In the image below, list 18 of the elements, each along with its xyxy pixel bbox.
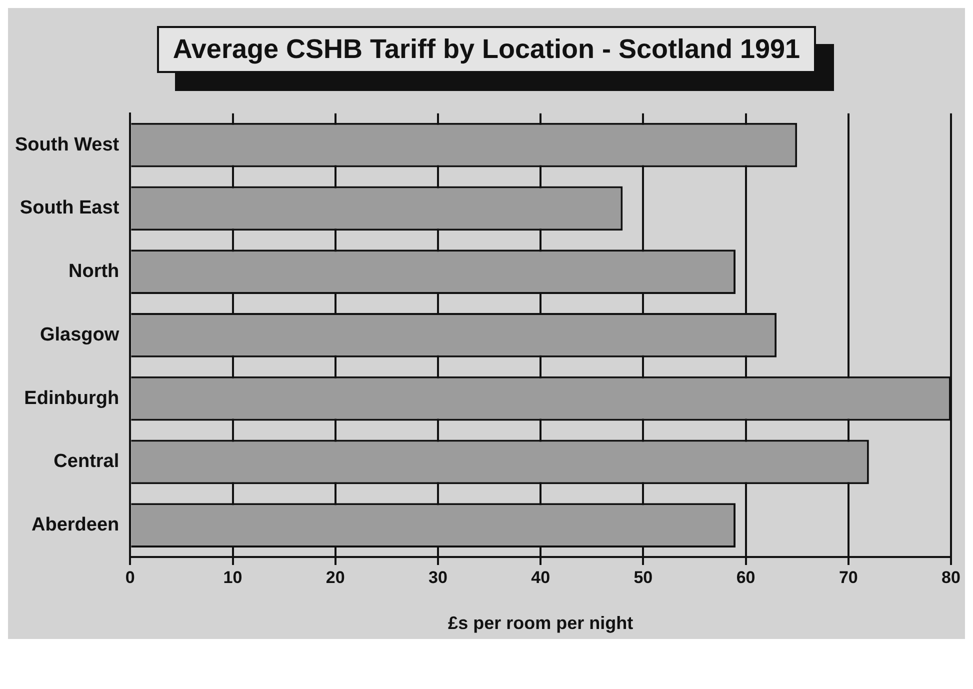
y-tick-label: Edinburgh [24,388,120,409]
x-tick-label: 30 [428,568,448,587]
chart-title: Average CSHB Tariff by Location - Scotland 1991 [156,26,816,73]
y-tick-label: Aberdeen [32,514,120,536]
y-tick-label: Central [54,451,120,472]
y-tick-label: South West [14,134,120,156]
x-axis-title: £s per room per night [448,613,634,634]
x-tick-label: 60 [736,568,756,587]
x-tick-label: 50 [634,568,653,587]
x-tick-label: 0 [125,568,135,587]
x-tick-label: 20 [326,568,345,587]
x-tick-label: 70 [838,568,858,587]
x-tick-label: 40 [531,568,550,587]
x-tick-label: 10 [223,568,242,587]
y-tick-label: North [68,261,120,282]
y-tick-label: South East [20,198,120,219]
x-tick-label: 80 [942,568,960,587]
y-tick-label: Glasgow [40,324,120,346]
